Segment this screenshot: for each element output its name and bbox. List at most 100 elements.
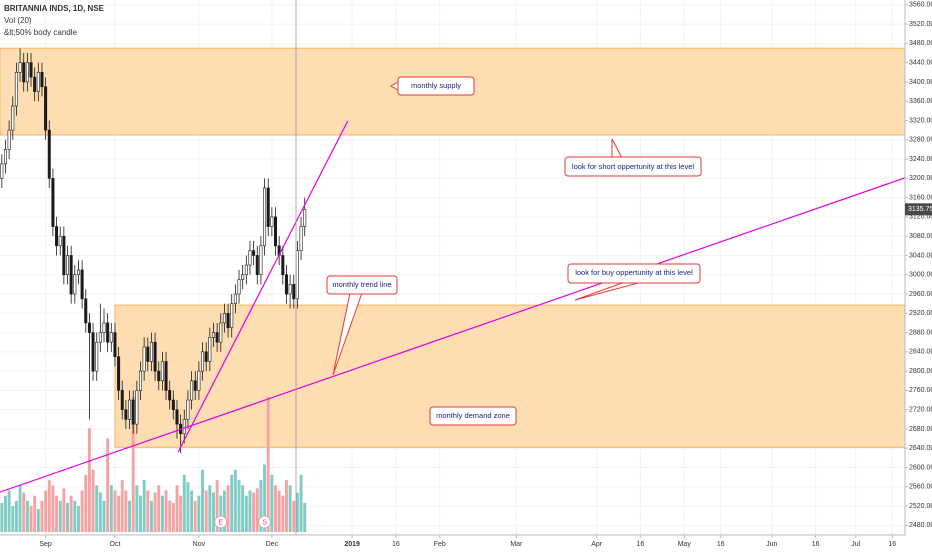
y-tick-label: 2960.00 bbox=[909, 291, 932, 298]
y-tick-label: 3400.00 bbox=[909, 79, 932, 86]
volume-bar bbox=[25, 500, 29, 532]
candle-body bbox=[58, 235, 62, 247]
candle-body bbox=[117, 356, 121, 391]
candle-body bbox=[266, 187, 270, 227]
x-tick-label: 16 bbox=[717, 541, 725, 548]
candle-body bbox=[149, 341, 153, 362]
y-tick-label: 2720.00 bbox=[909, 407, 932, 414]
x-tick-label: 16 bbox=[888, 541, 896, 548]
volume-bar bbox=[47, 480, 51, 532]
volume-bar bbox=[182, 474, 186, 532]
volume-bar bbox=[226, 485, 230, 532]
y-tick-label: 3200.00 bbox=[909, 175, 932, 182]
y-tick-label: 2880.00 bbox=[909, 329, 932, 336]
volume-bar bbox=[4, 495, 7, 532]
volume-bar bbox=[230, 474, 234, 532]
callout-text: monthly supply bbox=[411, 81, 461, 90]
volume-bar bbox=[146, 490, 150, 532]
candle-body bbox=[11, 105, 15, 131]
candle-body bbox=[14, 71, 18, 107]
volume-bar bbox=[270, 474, 274, 532]
volume-bar bbox=[241, 485, 245, 532]
volume-bar bbox=[135, 485, 139, 532]
candle-body bbox=[208, 337, 212, 362]
candle-body bbox=[109, 332, 113, 343]
volume-bar bbox=[288, 485, 292, 532]
indicator-label: &lt;50% body candle bbox=[4, 28, 77, 37]
y-tick-label: 3560.00 bbox=[909, 2, 932, 9]
volume-bar bbox=[7, 490, 11, 532]
candle-body bbox=[197, 370, 201, 391]
callout-box bbox=[567, 263, 701, 284]
callout-text: look for short oppertunity at this level bbox=[572, 162, 694, 171]
volume-bar bbox=[106, 438, 110, 532]
candle-body bbox=[164, 361, 168, 391]
x-tick-label: Sep bbox=[39, 541, 52, 548]
volume-bar bbox=[102, 500, 106, 532]
volume-bar bbox=[87, 428, 91, 532]
volume-bar bbox=[193, 500, 197, 532]
trend-line bbox=[0, 177, 906, 493]
y-tick-label: 2800.00 bbox=[909, 368, 932, 375]
event-marker-label: E bbox=[218, 519, 223, 526]
volume-bar bbox=[124, 490, 128, 532]
candle-body bbox=[201, 351, 205, 372]
candle-body bbox=[40, 71, 44, 88]
indicator-label: Vol (20) bbox=[4, 16, 32, 25]
candle-body bbox=[222, 312, 226, 324]
volume-bar bbox=[98, 492, 102, 532]
candle-body bbox=[211, 332, 215, 338]
candle-body bbox=[226, 312, 230, 329]
volume-bar bbox=[113, 490, 117, 532]
y-tick-label: 3360.00 bbox=[909, 98, 932, 105]
candle-body bbox=[219, 322, 223, 343]
volume-bar bbox=[142, 480, 146, 532]
volume-bar bbox=[186, 482, 190, 532]
candle-body bbox=[95, 341, 99, 372]
callout-text: monthly demand zone bbox=[436, 411, 510, 420]
trend-line bbox=[177, 120, 349, 453]
candle-body bbox=[299, 226, 303, 251]
volume-bar bbox=[91, 469, 95, 532]
volume-bar bbox=[299, 474, 303, 532]
volume-bar bbox=[263, 464, 267, 532]
callout-box bbox=[429, 406, 517, 426]
y-tick-label: 3080.00 bbox=[909, 233, 932, 240]
candle-body bbox=[62, 235, 66, 276]
volume-bar bbox=[222, 490, 226, 532]
x-tick-label: Mar bbox=[510, 541, 523, 548]
chart-title: BRITANNIA INDS, 1D, NSE bbox=[4, 4, 105, 13]
volume-bar bbox=[51, 485, 55, 532]
candle-body bbox=[73, 274, 77, 295]
volume-bar bbox=[248, 490, 252, 532]
candle-body bbox=[160, 361, 164, 382]
y-tick-label: 3040.00 bbox=[909, 252, 932, 259]
volume-bar bbox=[179, 495, 183, 532]
callout-text: look for buy oppertunity at this level bbox=[575, 268, 693, 277]
candle-body bbox=[153, 341, 157, 372]
candle-body bbox=[124, 409, 128, 420]
volume-bar bbox=[160, 495, 164, 532]
candle-body bbox=[80, 269, 84, 300]
callout: look for short oppertunity at this level bbox=[564, 138, 702, 177]
y-tick-label: 3280.00 bbox=[909, 137, 932, 144]
volume-bar bbox=[252, 492, 256, 532]
volume-bar bbox=[295, 492, 299, 532]
candle-body bbox=[295, 250, 299, 300]
volume-bar bbox=[175, 485, 179, 532]
callout-box bbox=[397, 76, 475, 96]
y-tick-label: 3440.00 bbox=[909, 60, 932, 67]
volume-bar bbox=[255, 488, 259, 532]
volume-bar bbox=[62, 488, 66, 532]
volume-bar bbox=[281, 495, 285, 532]
volume-bar bbox=[131, 397, 135, 532]
candle-body bbox=[87, 322, 91, 333]
volume-bar bbox=[95, 485, 99, 532]
candle-body bbox=[288, 284, 292, 295]
volume-bar bbox=[120, 480, 124, 532]
candle-body bbox=[33, 76, 37, 92]
volume-bar bbox=[36, 509, 40, 532]
x-tick-label: Feb bbox=[434, 541, 446, 548]
x-tick-label: Oct bbox=[110, 541, 121, 548]
